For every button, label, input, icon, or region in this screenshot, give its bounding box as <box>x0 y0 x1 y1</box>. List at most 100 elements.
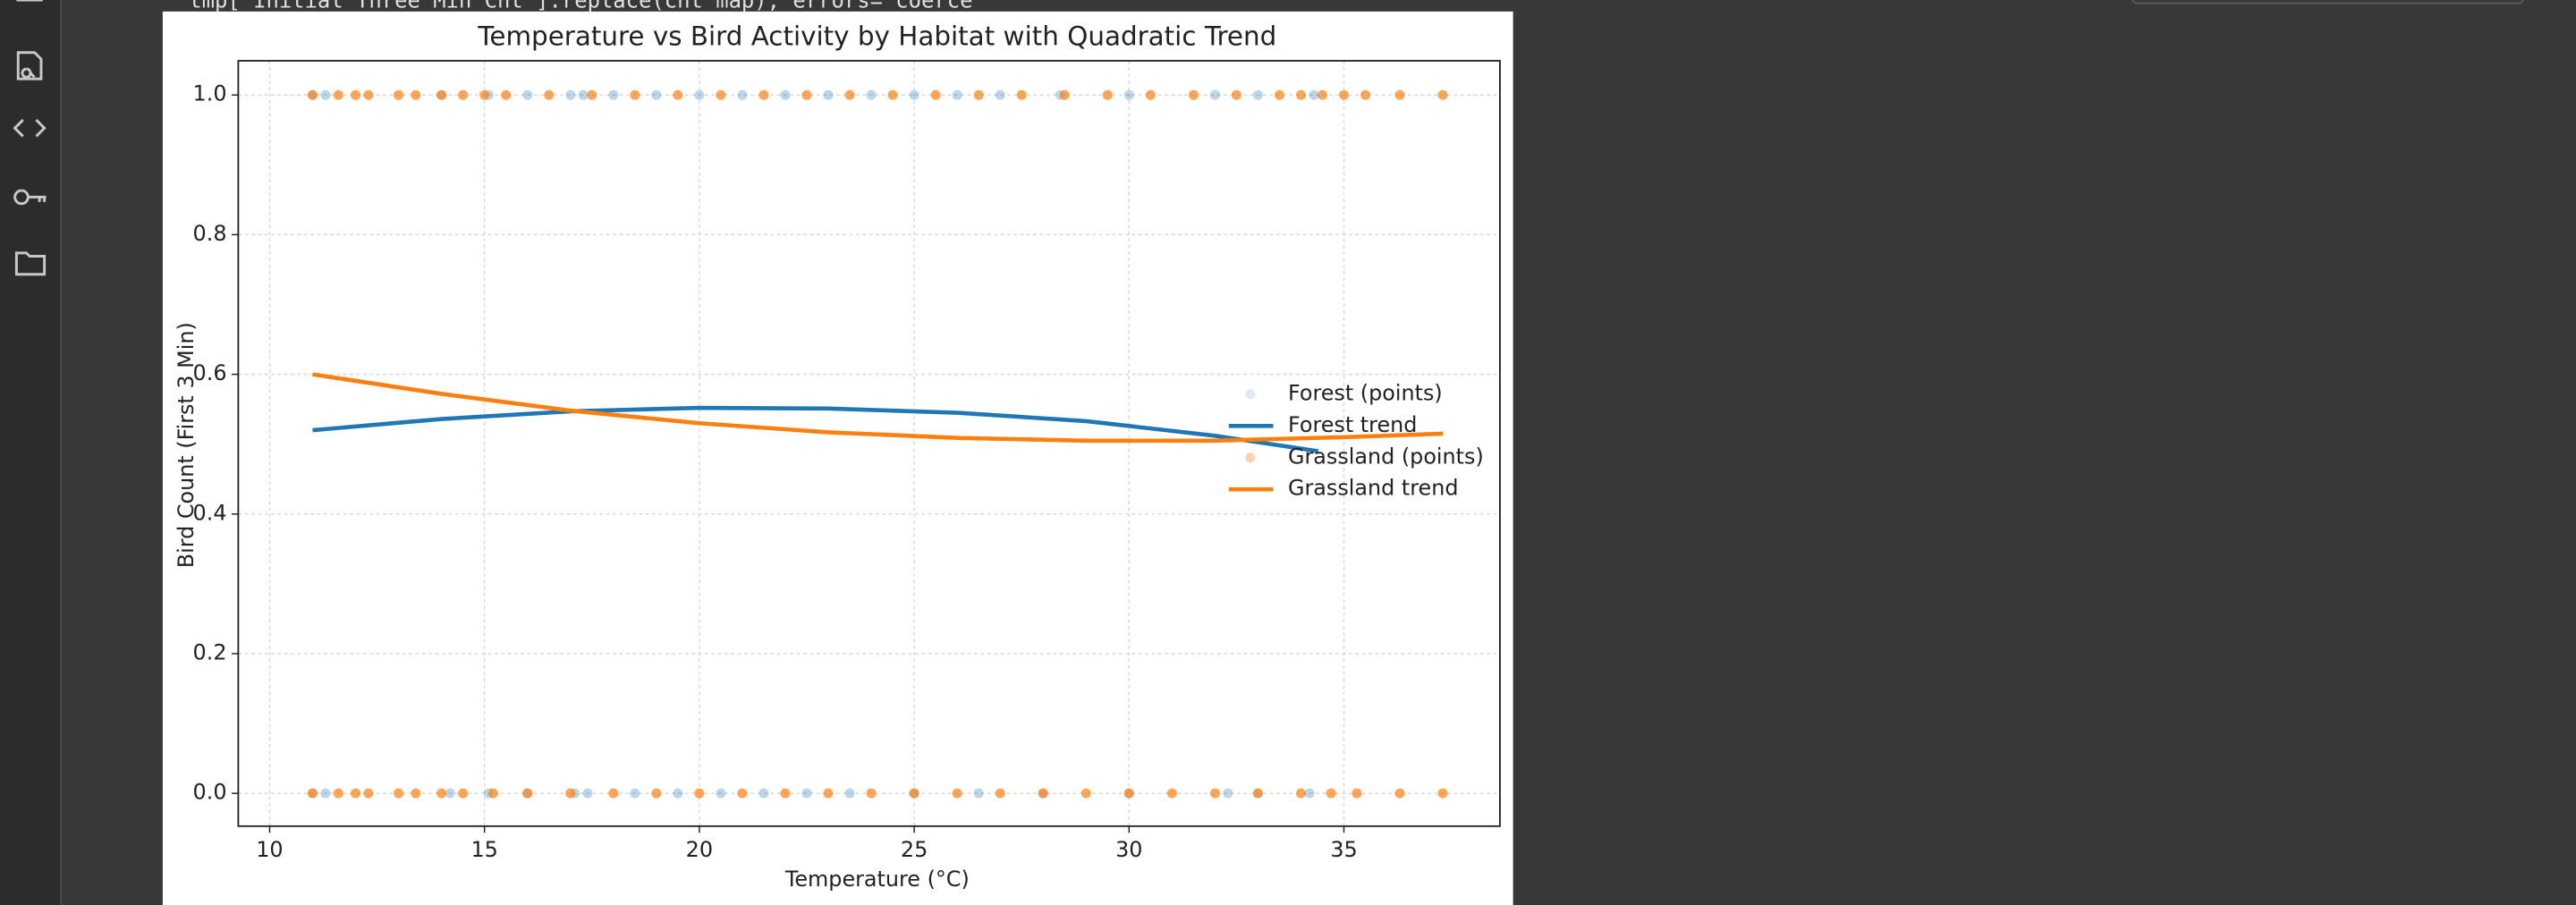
point <box>363 89 374 100</box>
legend-label: Grassland (points) <box>1288 444 1484 469</box>
point <box>1252 89 1263 100</box>
point <box>1437 89 1448 100</box>
point <box>716 89 726 100</box>
code-icon[interactable] <box>13 119 47 138</box>
point <box>1360 89 1371 100</box>
point <box>823 89 834 100</box>
x-tick-label: 25 <box>901 837 928 862</box>
point <box>1231 89 1241 100</box>
point <box>394 89 404 100</box>
point <box>780 89 791 100</box>
trend-line <box>312 405 1319 453</box>
point <box>844 89 855 100</box>
point <box>411 788 421 799</box>
point <box>973 788 984 799</box>
x-tick-label: 35 <box>1330 837 1357 862</box>
point <box>1352 788 1362 799</box>
point <box>1123 89 1134 100</box>
point <box>1080 788 1091 799</box>
y-tick-label: 0.6 <box>193 360 227 385</box>
point <box>995 788 1005 799</box>
x-axis-label: Temperature (°C) <box>784 867 970 892</box>
point <box>651 788 662 799</box>
point <box>458 788 469 799</box>
legend-label: Forest trend <box>1288 412 1417 437</box>
point <box>952 788 962 799</box>
point <box>651 89 662 100</box>
y-tick-label: 0.2 <box>193 639 227 664</box>
point <box>887 89 898 100</box>
point <box>866 788 877 799</box>
point <box>565 89 576 100</box>
point <box>501 89 512 100</box>
point <box>673 788 683 799</box>
plot: 10 15 20 25 30 35 0.0 0.2 0.4 0.6 0.8 1.0 Forest (po… <box>193 60 1501 862</box>
x-tick-label: 15 <box>470 837 497 862</box>
point <box>487 788 498 799</box>
x-tick-label: 10 <box>256 837 283 862</box>
point <box>1295 89 1306 100</box>
code-line: tmp['Initial_Three_Min_Cnt'].replace(cnt… <box>189 0 986 13</box>
point <box>909 788 919 799</box>
sidebar-icons[interactable] <box>13 0 47 276</box>
point <box>445 788 455 799</box>
point <box>587 89 597 100</box>
point <box>1295 788 1306 799</box>
folder-icon[interactable] <box>14 251 47 276</box>
y-tick-label: 0.8 <box>193 221 227 246</box>
point <box>1016 89 1027 100</box>
point <box>436 89 447 100</box>
y-tick-label: 1.0 <box>193 81 227 106</box>
point <box>320 89 331 100</box>
point <box>694 788 705 799</box>
point <box>758 788 769 799</box>
point <box>363 788 374 799</box>
point <box>801 788 812 799</box>
point <box>333 788 343 799</box>
point <box>995 89 1005 100</box>
point <box>565 788 576 799</box>
inspect-icon[interactable] <box>16 51 43 80</box>
trend-line <box>312 372 1444 444</box>
point <box>333 89 343 100</box>
point <box>758 89 769 100</box>
point <box>351 89 361 100</box>
y-axis-label: Bird Count (First 3 Min) <box>174 322 199 568</box>
key-icon[interactable] <box>13 189 47 206</box>
point <box>930 89 941 100</box>
point <box>694 89 705 100</box>
x-tick-label: 20 <box>686 837 713 862</box>
point <box>1304 788 1315 799</box>
point <box>780 788 791 799</box>
point <box>1123 788 1134 799</box>
point <box>1317 89 1328 100</box>
point <box>394 788 404 799</box>
y-tick-label: 0.4 <box>193 500 227 525</box>
point <box>1274 89 1284 100</box>
point <box>630 788 640 799</box>
point <box>973 89 984 100</box>
point <box>1209 89 1220 100</box>
point <box>1326 788 1336 799</box>
chart-title: Temperature vs Bird Activity by Habitat … <box>477 21 1276 52</box>
point <box>1059 89 1070 100</box>
point <box>866 89 877 100</box>
point <box>737 788 748 799</box>
point <box>479 89 490 100</box>
sidebar <box>0 0 62 905</box>
point <box>307 89 318 100</box>
point <box>1166 788 1177 799</box>
x-tick-label: 30 <box>1115 837 1142 862</box>
point <box>320 788 331 799</box>
point <box>1223 788 1233 799</box>
point <box>673 89 683 100</box>
point <box>1309 89 1319 100</box>
point <box>1252 788 1263 799</box>
point <box>801 89 812 100</box>
point <box>630 89 640 100</box>
point <box>1394 788 1405 799</box>
figure <box>162 11 1513 905</box>
y-tick-label: 0.0 <box>193 780 227 805</box>
point <box>952 89 962 100</box>
